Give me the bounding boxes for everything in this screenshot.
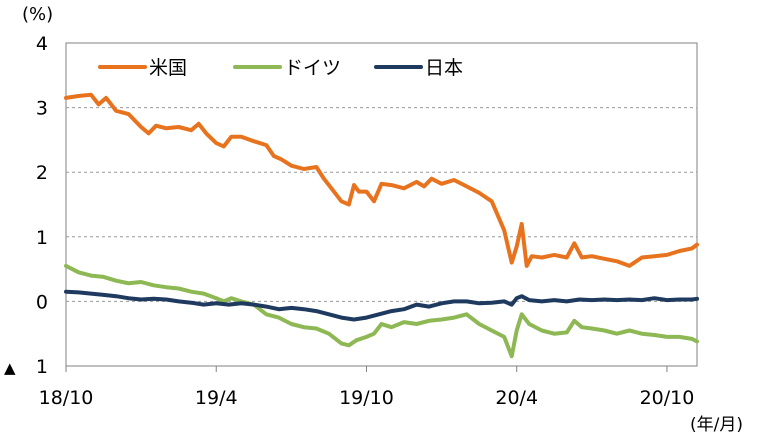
x-axis-unit-label: (年/月) <box>690 415 743 435</box>
x-tick-label: 20/10 <box>640 387 695 409</box>
negative-marker: ▲ <box>4 359 16 377</box>
x-tick-label: 19/10 <box>339 387 394 409</box>
series-line-2 <box>64 263 699 359</box>
x-tick-labels: 18/10 19/4 19/10 20/4 20/10 <box>39 387 695 409</box>
y-tick-label: 1 <box>36 227 48 249</box>
series-line-1 <box>64 92 699 268</box>
x-tick-label: 18/10 <box>39 387 94 409</box>
gridlines <box>65 107 697 372</box>
y-tick-label: 0 <box>36 291 48 313</box>
legend: 米国 ドイツ 日本 <box>98 57 463 79</box>
plot-area <box>65 42 698 367</box>
x-tick-label: 20/4 <box>495 387 538 409</box>
legend-label-1: 米国 <box>149 57 187 79</box>
y-axis-unit-label: (%) <box>22 4 53 25</box>
y-tick-labels: 4 3 2 1 0 ▲ 1 <box>4 33 48 378</box>
series-lines <box>64 92 699 359</box>
series-line-3 <box>64 289 699 322</box>
y-tick-label: 1 <box>36 356 48 378</box>
x-tick-label: 19/4 <box>195 387 238 409</box>
y-tick-label: 2 <box>36 162 48 184</box>
y-tick-label: 3 <box>36 98 48 120</box>
legend-label-2: ドイツ <box>284 57 341 79</box>
y-tick-label: 4 <box>36 33 48 55</box>
legend-label-3: 日本 <box>425 57 463 79</box>
